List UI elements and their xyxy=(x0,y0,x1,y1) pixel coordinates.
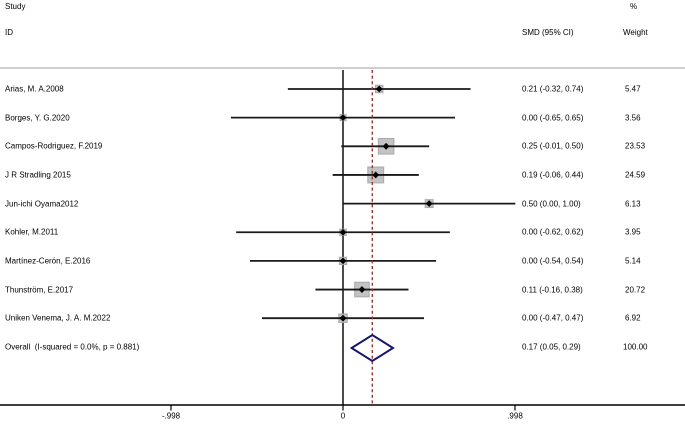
study-label: Martínez-Cerón, E.2016 xyxy=(5,256,91,266)
point-estimate xyxy=(382,142,390,150)
smd-value: 0.25 (-0.01, 0.50) xyxy=(522,141,584,151)
smd-value: 0.11 (-0.16, 0.38) xyxy=(522,285,583,295)
weight-value: 24.59 xyxy=(625,170,646,180)
column-header-smd: SMD (95% CI) xyxy=(522,28,574,37)
overall-label: Overall (I-squared = 0.0%, p = 0.881) xyxy=(5,342,140,352)
study-label: Uniken Venema, J. A. M.2022 xyxy=(5,313,111,323)
point-estimate xyxy=(339,228,347,236)
smd-value: 0.21 (-0.32, 0.74) xyxy=(522,84,584,94)
smd-value: 0.00 (-0.65, 0.65) xyxy=(522,113,584,123)
study-label: Borges, Y. G.2020 xyxy=(5,113,70,123)
point-estimate xyxy=(372,171,380,179)
point-estimate xyxy=(339,114,347,122)
weight-value: 3.95 xyxy=(625,227,641,237)
point-estimate xyxy=(425,200,433,207)
point-estimate xyxy=(339,257,347,265)
weight-value: 23.53 xyxy=(625,141,646,151)
column-header-percent: % xyxy=(630,2,638,11)
point-estimate xyxy=(358,286,366,293)
point-estimate xyxy=(339,314,347,322)
smd-value: 0.00 (-0.54, 0.54) xyxy=(522,256,584,266)
x-tick-label: 0 xyxy=(340,411,346,421)
weight-value: 20.72 xyxy=(625,285,646,295)
column-header-weight: Weight xyxy=(623,28,648,37)
column-header-id: ID xyxy=(5,28,13,37)
column-header-study: Study xyxy=(5,2,26,11)
smd-value: 0.19 (-0.06, 0.44) xyxy=(522,170,584,180)
study-label: Campos-Rodriguez, F.2019 xyxy=(5,141,103,151)
study-label: J R Stradling 2015 xyxy=(5,170,71,180)
smd-value: 0.00 (-0.47, 0.47) xyxy=(522,313,584,323)
x-tick-label: -.998 xyxy=(161,411,181,421)
overall-diamond xyxy=(349,333,395,363)
overall-smd-value: 0.17 (0.05, 0.29) xyxy=(522,342,581,352)
study-label: Kohler, M.2011 xyxy=(5,227,59,237)
weight-value: 6.13 xyxy=(625,199,641,209)
weight-value: 6.92 xyxy=(625,313,641,323)
weight-value: 3.56 xyxy=(625,113,641,123)
study-label: Jun-ichi Oyama2012 xyxy=(5,199,79,209)
study-label: Arias, M. A.2008 xyxy=(5,84,64,94)
study-label: Thunström, E.2017 xyxy=(5,285,74,295)
smd-value: 0.50 (0.00, 1.00) xyxy=(522,199,581,209)
overall-weight-value: 100.00 xyxy=(623,342,648,352)
weight-value: 5.47 xyxy=(625,84,641,94)
weight-value: 5.14 xyxy=(625,256,641,266)
x-tick-label: .998 xyxy=(507,411,523,421)
point-estimate xyxy=(375,85,383,93)
smd-value: 0.00 (-0.62, 0.62) xyxy=(522,227,584,237)
